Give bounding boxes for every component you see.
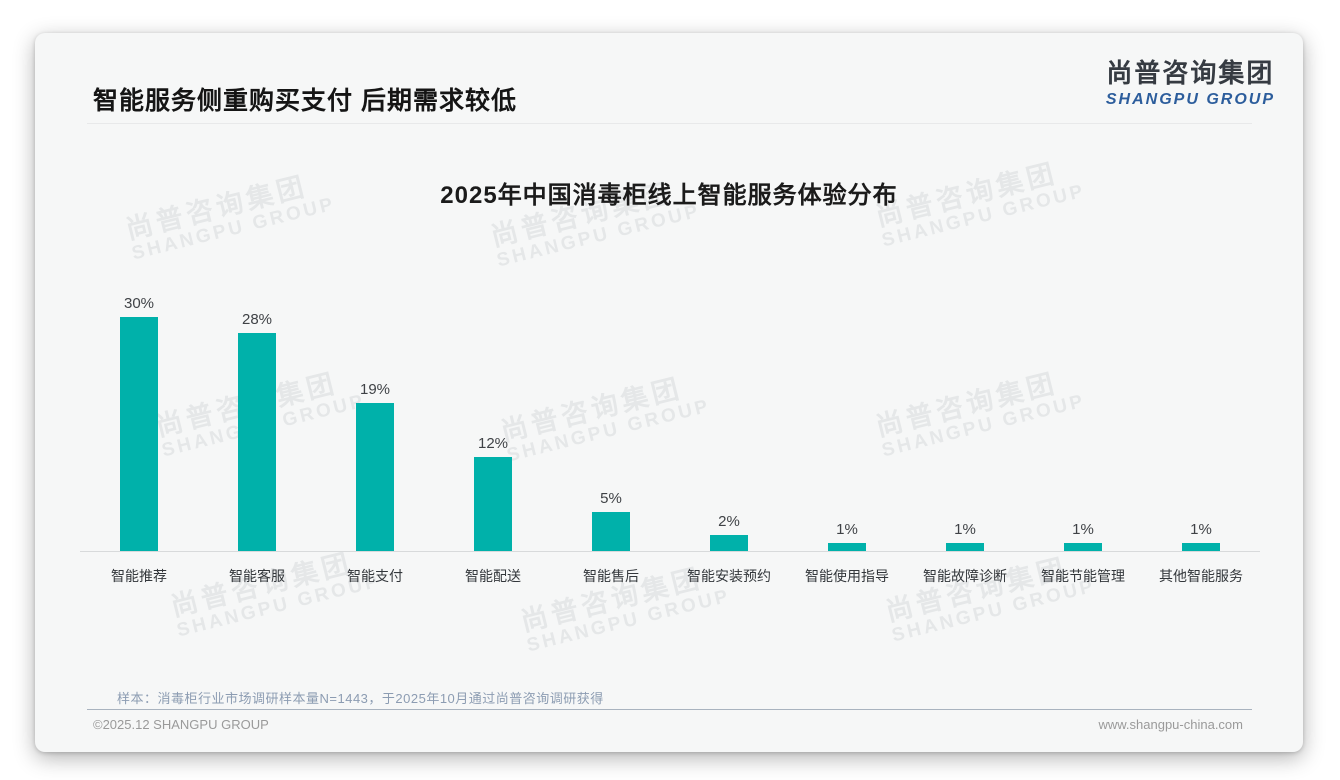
footer: ©2025.12 SHANGPU GROUP www.shangpu-china… bbox=[93, 717, 1243, 732]
watermark-text-en: SHANGPU GROUP bbox=[889, 575, 1098, 647]
bar bbox=[1064, 543, 1102, 551]
bar bbox=[946, 543, 984, 551]
bar-column: 12% bbox=[434, 292, 552, 551]
company-logo: 尚普咨询集团 SHANGPU GROUP bbox=[1106, 53, 1275, 109]
bar-value-label: 1% bbox=[1190, 521, 1212, 539]
bar-value-label: 12% bbox=[477, 435, 509, 453]
bar bbox=[120, 317, 158, 551]
bar-column: 1% bbox=[906, 292, 1024, 551]
category-label: 智能售后 bbox=[583, 568, 639, 584]
category-label: 智能推荐 bbox=[111, 568, 167, 584]
bar-column: 5% bbox=[552, 292, 670, 551]
bar-value-label: 2% bbox=[718, 513, 740, 531]
bar-column: 28% bbox=[198, 292, 316, 551]
category-label: 智能节能管理 bbox=[1041, 568, 1125, 584]
bar-value-label: 1% bbox=[1072, 521, 1094, 539]
copyright-text: ©2025.12 SHANGPU GROUP bbox=[93, 717, 269, 732]
bar-column: 1% bbox=[1142, 292, 1260, 551]
bar-value-label: 5% bbox=[600, 490, 622, 507]
category-axis: 智能推荐 智能客服 智能支付 智能配送 智能售后 智能安装预约 智能使用指导 智能故障诊断 智能… bbox=[80, 552, 1260, 586]
bar bbox=[1182, 543, 1220, 551]
bar bbox=[474, 457, 512, 551]
category-label: 智能支付 bbox=[347, 568, 403, 584]
category-label: 智能配送 bbox=[465, 568, 521, 584]
category-label: 智能客服 bbox=[229, 568, 285, 584]
watermark-text-en: SHANGPU GROUP bbox=[494, 200, 703, 272]
bar-chart: 30% 28% 19% 12% 5% 2% 1% 1% 1% 1% 智能推荐 智能客服 智能支付 智能配… bbox=[80, 292, 1260, 586]
bar-column: 2% bbox=[670, 292, 788, 551]
sample-note: 样本：消毒柜行业市场调研样本量N=1443，于2025年10月通过尚普咨询调研获… bbox=[117, 691, 604, 706]
logo-text-en: SHANGPU GROUP bbox=[1105, 91, 1275, 108]
bar-value-label: 1% bbox=[836, 521, 858, 539]
footer-divider bbox=[87, 709, 1252, 710]
logo-text-cn: 尚普咨询集团 bbox=[1106, 58, 1275, 88]
category-label: 智能安装预约 bbox=[687, 568, 771, 584]
bar bbox=[828, 543, 866, 551]
header-divider bbox=[87, 123, 1252, 124]
category-label: 其他智能服务 bbox=[1159, 568, 1243, 584]
plot-area: 30% 28% 19% 12% 5% 2% 1% 1% 1% 1% bbox=[80, 292, 1260, 552]
watermark-text-en: SHANGPU GROUP bbox=[524, 585, 733, 657]
chart-title: 2025年中国消毒柜线上智能服务体验分布 bbox=[440, 182, 898, 209]
bar-column: 30% bbox=[80, 292, 198, 551]
category-label: 智能故障诊断 bbox=[923, 568, 1007, 584]
bar bbox=[592, 512, 630, 551]
bar-column: 1% bbox=[788, 292, 906, 551]
bar bbox=[238, 332, 276, 551]
bar-value-label: 1% bbox=[954, 521, 976, 539]
bar bbox=[356, 402, 394, 551]
bar-column: 1% bbox=[1024, 292, 1142, 551]
bar-column: 19% bbox=[316, 292, 434, 551]
page-title: 智能服务侧重购买支付 后期需求较低 bbox=[93, 87, 517, 115]
bar-value-label: 19% bbox=[359, 380, 391, 398]
website-text: www.shangpu-china.com bbox=[1098, 717, 1243, 732]
slide-card: 尚普咨询集团 SHANGPU GROUP 尚普咨询集团 SHANGPU GROU… bbox=[35, 33, 1303, 752]
bar-value-label: 30% bbox=[123, 295, 155, 312]
bar bbox=[710, 535, 748, 551]
category-label: 智能使用指导 bbox=[805, 568, 889, 584]
bar-value-label: 28% bbox=[241, 310, 273, 328]
